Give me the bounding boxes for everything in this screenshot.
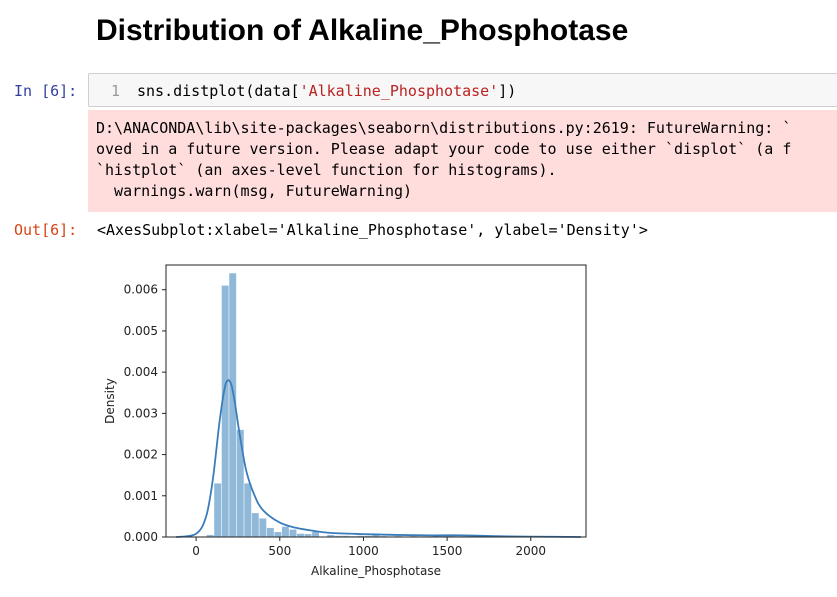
histogram-bar (214, 483, 222, 537)
histogram-bar (236, 429, 244, 537)
histogram-bar (372, 534, 380, 537)
code-call: sns.distplot(data[ (137, 82, 300, 100)
input-prompt: In [6]: (14, 82, 78, 100)
y-tick-label: 0.002 (124, 448, 158, 462)
histogram-bar (334, 535, 342, 537)
x-tick-label: 1000 (348, 544, 379, 558)
code-closing: ]) (498, 82, 517, 100)
histogram-bar (266, 527, 274, 537)
output-text: <AxesSubplot:xlabel='Alkaline_Phosphotas… (97, 221, 648, 239)
x-tick-label: 2000 (516, 544, 547, 558)
x-tick-label: 500 (268, 544, 291, 558)
x-tick-label: 1500 (432, 544, 463, 558)
line-number: 1 (111, 82, 121, 100)
histogram-bar (206, 534, 214, 537)
histogram-bar (244, 483, 252, 537)
code-line[interactable]: sns.distplot(data['Alkaline_Phosphotase'… (137, 82, 516, 100)
section-heading: Distribution of Alkaline_Phosphotase (96, 14, 629, 47)
histogram-bar (289, 529, 297, 537)
histogram-bar (274, 532, 282, 537)
y-axis-ticks: 0.000 0.001 0.002 0.003 0.004 0.005 0.006 (124, 283, 166, 544)
code-string-literal: 'Alkaline_Phosphotase' (299, 82, 499, 100)
y-tick-label: 0.001 (124, 489, 158, 503)
histogram-bar (297, 533, 304, 537)
x-tick-label: 0 (192, 544, 200, 558)
histogram-bar (251, 513, 259, 537)
output-prompt: Out[6]: (14, 221, 78, 239)
histogram-bars (206, 273, 485, 537)
y-axis-label: Density (103, 378, 117, 424)
x-axis-ticks: 0 500 1000 1500 2000 (192, 537, 546, 558)
histogram-bar (312, 532, 320, 537)
histogram-bar (432, 535, 440, 537)
y-tick-label: 0.003 (124, 406, 158, 420)
histogram-bar (364, 535, 372, 537)
stderr-line-4: warnings.warn(msg, FutureWarning) (96, 182, 413, 200)
histogram-bar (342, 535, 350, 537)
histogram-bar (357, 535, 365, 537)
histogram-bar (221, 285, 229, 537)
axes-frame (165, 264, 587, 538)
stderr-line-2: oved in a future version. Please adapt y… (96, 140, 792, 158)
stderr-line-3: `histplot` (an axes-level function for h… (96, 161, 557, 179)
y-tick-label: 0.000 (124, 530, 158, 544)
histogram-bar (304, 534, 312, 537)
y-tick-label: 0.004 (124, 365, 158, 379)
y-tick-label: 0.006 (124, 283, 158, 297)
code-cell-editor[interactable]: 1 sns.distplot(data['Alkaline_Phosphotas… (88, 73, 837, 107)
stderr-line-1: D:\ANACONDA\lib\site-packages\seaborn\di… (96, 119, 792, 137)
y-tick-label: 0.005 (124, 324, 158, 338)
histogram-bar (281, 526, 289, 537)
histogram-bar (327, 534, 335, 537)
histogram-bar (259, 518, 267, 537)
stderr-output: D:\ANACONDA\lib\site-packages\seaborn\di… (88, 110, 837, 212)
histogram-bar (229, 273, 237, 537)
kde-curve (175, 379, 581, 538)
x-axis-label: Alkaline_Phosphotase (311, 564, 441, 578)
